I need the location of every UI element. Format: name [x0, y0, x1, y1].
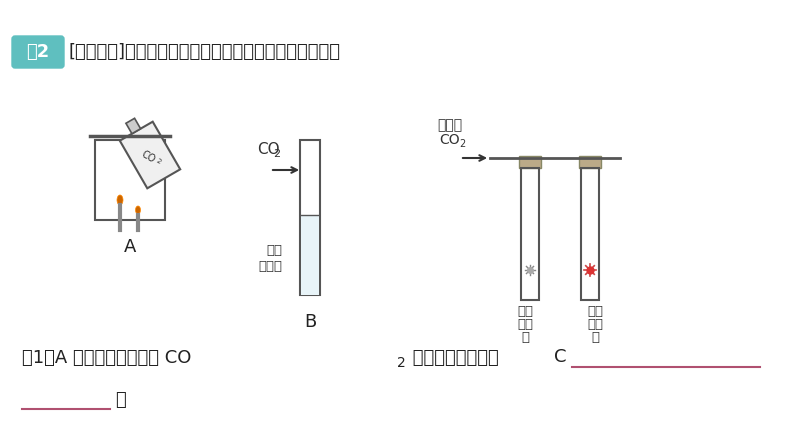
Text: B: B — [304, 313, 316, 331]
Text: 2: 2 — [273, 149, 280, 159]
Text: 干石: 干石 — [517, 305, 533, 318]
Text: 2: 2 — [397, 356, 406, 370]
Ellipse shape — [117, 195, 123, 205]
Text: 干燥的: 干燥的 — [437, 118, 463, 132]
Text: 石灰水: 石灰水 — [258, 261, 282, 274]
Text: 2: 2 — [155, 157, 161, 164]
Polygon shape — [126, 118, 141, 134]
Text: （1）A 中的实验现象说明 CO: （1）A 中的实验现象说明 CO — [22, 349, 191, 367]
Bar — [301, 215, 319, 295]
Text: CO: CO — [256, 143, 279, 157]
Text: C: C — [553, 348, 566, 366]
Text: 澄清: 澄清 — [266, 244, 282, 257]
Text: 例2: 例2 — [26, 43, 49, 61]
Ellipse shape — [136, 206, 141, 214]
FancyBboxPatch shape — [12, 36, 64, 68]
Text: CO: CO — [440, 133, 461, 147]
Text: 湿石: 湿石 — [587, 305, 603, 318]
Bar — [579, 156, 601, 168]
Text: [青海中考]按如图所示装置探究二氧化碳的性质并填空：: [青海中考]按如图所示装置探究二氧化碳的性质并填空： — [68, 43, 340, 61]
Text: 蕊纸: 蕊纸 — [587, 318, 603, 331]
Bar — [95, 140, 165, 220]
Text: 。: 。 — [115, 391, 125, 409]
Text: A: A — [124, 238, 137, 256]
Bar — [300, 140, 320, 295]
Text: 2: 2 — [459, 139, 465, 149]
Bar — [519, 156, 541, 168]
Text: 具有的化学性质是: 具有的化学性质是 — [407, 349, 499, 367]
Bar — [521, 168, 539, 300]
Text: CO: CO — [139, 149, 156, 165]
Text: 花: 花 — [521, 331, 529, 344]
Text: 蕊纸: 蕊纸 — [517, 318, 533, 331]
Text: 花: 花 — [591, 331, 599, 344]
Polygon shape — [120, 122, 180, 188]
Bar — [581, 168, 599, 300]
